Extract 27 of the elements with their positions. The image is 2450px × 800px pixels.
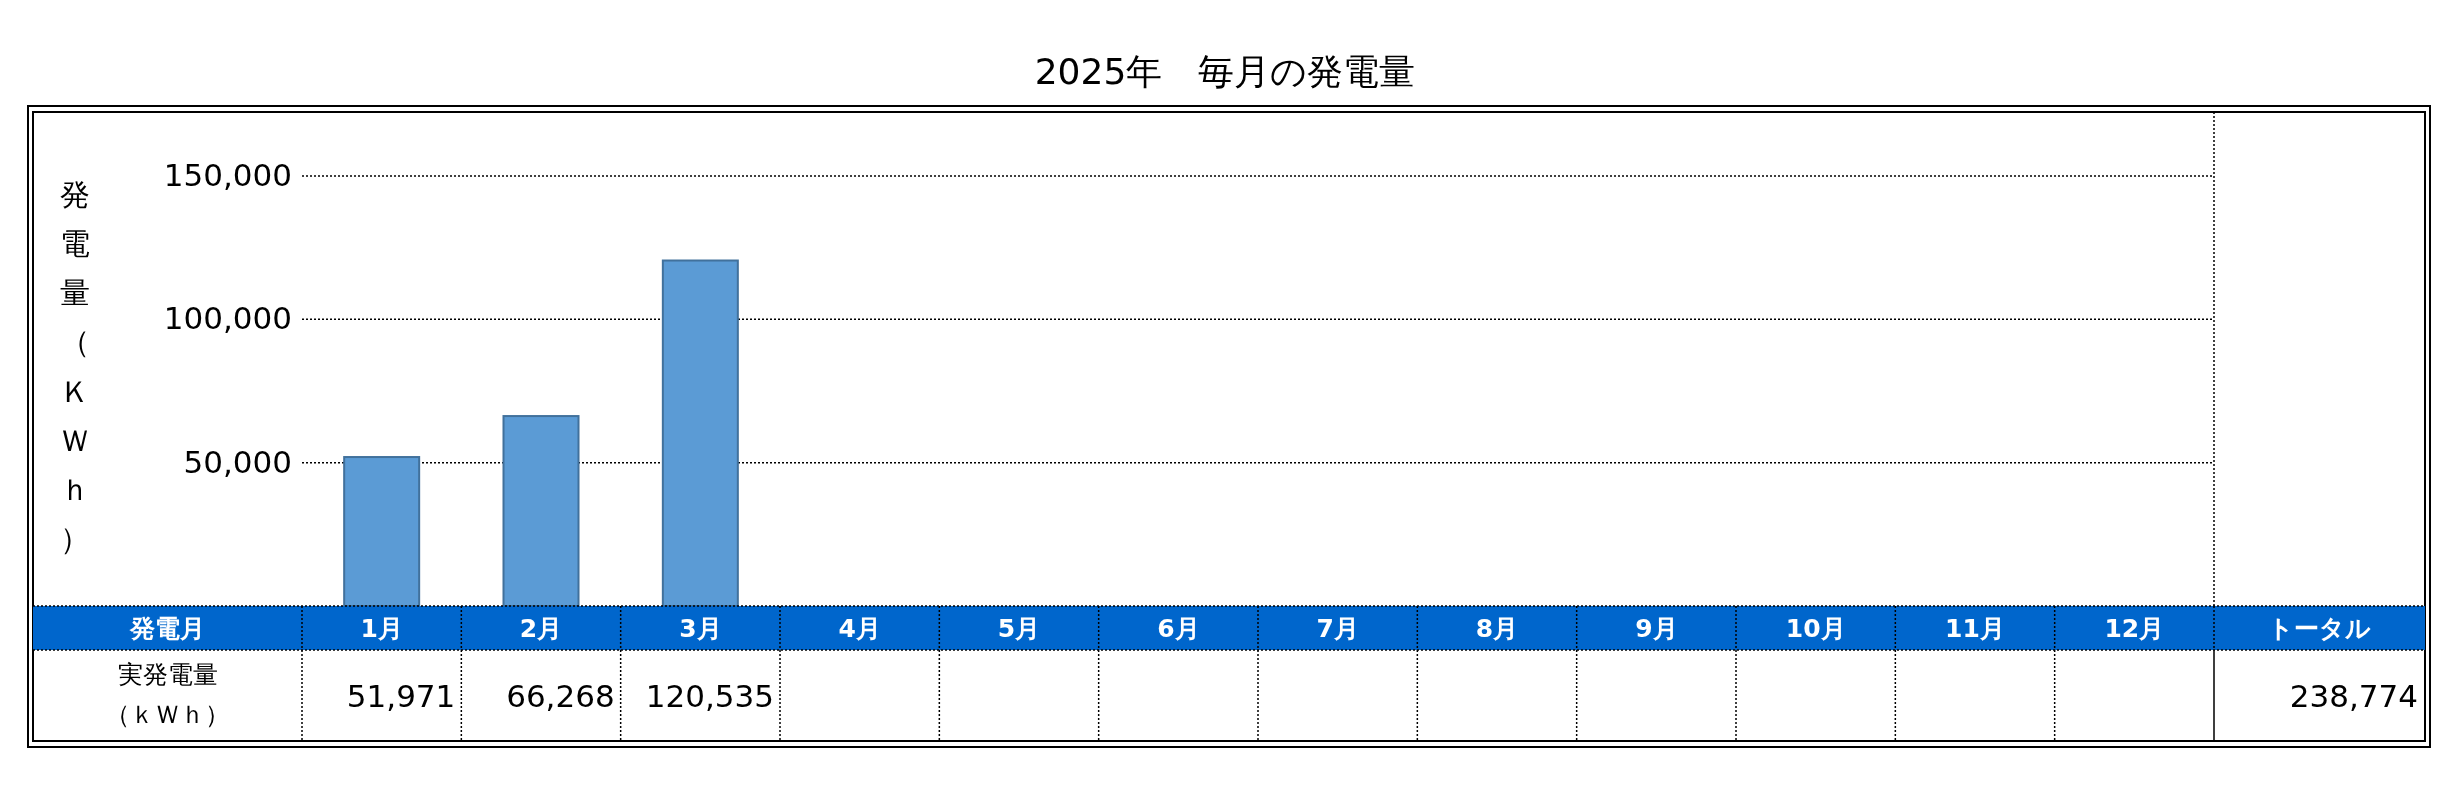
bar xyxy=(502,415,580,607)
text: 238,774 xyxy=(2289,677,2418,714)
x-tick-label: 1月 xyxy=(360,614,403,643)
x-tick-label: 9月 xyxy=(1635,614,1678,643)
y-axis-title: 発電量（ＫＷｈ） xyxy=(60,177,90,556)
x-tick-label: 11月 xyxy=(1945,614,2005,643)
data-label: 120,535 xyxy=(645,677,774,714)
y-tick-label: 100,000 xyxy=(163,300,292,337)
bar xyxy=(343,456,421,607)
y-tick-label: 50,000 xyxy=(183,443,292,480)
x-tick-label: 12月 xyxy=(2104,614,2165,643)
x-tick-label: 3月 xyxy=(679,614,722,643)
x-tick-label: 8月 xyxy=(1475,614,1519,643)
x-tick-label: 10月 xyxy=(1785,614,1846,643)
bar xyxy=(661,259,739,607)
data-label: 66,268 xyxy=(506,677,615,714)
text: トータル xyxy=(2268,614,2371,643)
x-tick-label: 6月 xyxy=(1157,614,1200,643)
y-tick-label: 150,000 xyxy=(163,157,292,194)
chart-title: 2025年 毎月の発電量 xyxy=(1034,51,1416,92)
x-tick-label: 4月 xyxy=(838,614,881,643)
text: 発電月 xyxy=(129,614,205,643)
data-label: 51,971 xyxy=(346,677,456,714)
x-tick-label: 2月 xyxy=(519,614,563,643)
x-tick-label: 5月 xyxy=(997,614,1041,643)
text: 実発電量（ｋＷｈ） xyxy=(105,660,230,729)
x-tick-label: 7月 xyxy=(1316,614,1359,643)
